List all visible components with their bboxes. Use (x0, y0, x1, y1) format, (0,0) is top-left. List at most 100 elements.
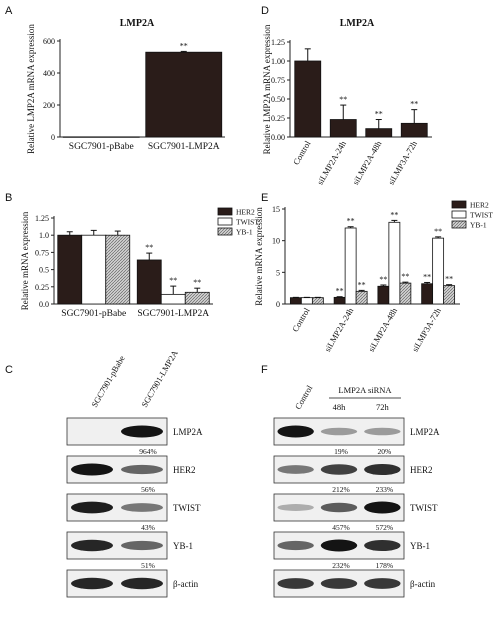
significance-mark: ** (336, 287, 344, 296)
significance-mark: ** (169, 276, 177, 285)
panel-letter-d: D (261, 5, 269, 17)
bar (136, 259, 162, 305)
group-label: LMP2A siRNA (338, 385, 392, 395)
protein-label: HER2 (173, 465, 196, 475)
bar (329, 119, 357, 138)
y-tick-label: 1.0 (39, 231, 49, 240)
lane-label: 48h (333, 402, 347, 412)
protein-band (320, 502, 358, 513)
y-tick-label: 15 (272, 205, 280, 214)
y-axis-label: Relative LMP2A mRNA expression (262, 24, 272, 154)
lane-label: Control (293, 383, 315, 411)
bar (355, 290, 368, 305)
x-category-label: SGC7901-LMP2A (148, 142, 220, 152)
protein-band (71, 577, 113, 590)
protein-band (364, 427, 401, 436)
band-percent: 43% (141, 523, 155, 532)
bar (160, 293, 186, 305)
bar (311, 297, 324, 305)
significance-mark: ** (145, 243, 153, 252)
y-tick-label: 0.5 (39, 266, 49, 275)
y-tick-label: 0 (276, 300, 280, 309)
y-tick-label: 0.50 (271, 95, 285, 104)
legend-label: YB-1 (236, 228, 253, 237)
legend-label: TWIST (470, 211, 493, 220)
protein-band (320, 427, 358, 436)
x-category-label: SGC7901-pBabe (61, 309, 126, 319)
x-category-label: Control (290, 305, 312, 333)
protein-band (71, 539, 113, 552)
band-percent: 964% (139, 447, 157, 456)
protein-band (320, 464, 358, 475)
bar (333, 296, 346, 305)
y-tick-label: 0.0 (39, 300, 49, 309)
band-percent: 178% (376, 561, 394, 570)
protein-band (320, 539, 358, 552)
chart-e-relative-mrna: 0 5 10 15 Relative mRNA expression Control ** *… (254, 201, 493, 354)
panel-letter-b: B (5, 192, 12, 204)
band-percent: 19% (334, 447, 348, 456)
protein-band (121, 503, 163, 512)
x-category-label: siLMP3A-72h (410, 305, 444, 353)
legend-swatch (217, 227, 233, 236)
panel-letter-e: E (261, 192, 268, 204)
western-blot-c: SGC7901-pBabe SGC7901-LMP2A LMP2A 964% HER2 5… (66, 348, 203, 598)
panel-letter-f: F (261, 364, 268, 376)
chart-title: LMP2A (340, 18, 375, 29)
panel-letter-c: C (5, 364, 13, 376)
bar (365, 128, 393, 138)
panel-letter-a: A (5, 5, 13, 17)
y-tick-label: 10 (272, 237, 280, 246)
significance-mark: ** (358, 280, 366, 289)
significance-mark: ** (347, 217, 355, 226)
significance-mark: ** (401, 272, 409, 281)
lane-label: SGC7901-pBabe (89, 354, 127, 409)
protein-band (277, 425, 314, 438)
protein-label: β-actin (410, 579, 436, 589)
lane-label: 72h (376, 402, 390, 412)
bar (344, 227, 357, 305)
y-axis-label: Relative LMP2A mRNA expression (26, 24, 36, 154)
y-tick-label: 1.25 (35, 214, 49, 223)
chart-title: LMP2A (120, 18, 155, 29)
y-tick-label: 0.75 (35, 248, 49, 257)
legend-swatch (217, 217, 233, 226)
bar (388, 221, 401, 305)
protein-band (364, 501, 401, 514)
band-percent: 20% (377, 447, 391, 456)
protein-band (277, 465, 314, 474)
protein-band (320, 578, 358, 589)
y-tick-label: 600 (43, 37, 55, 46)
protein-band (364, 578, 401, 589)
protein-band (121, 577, 163, 590)
chart-b-relative-mrna: 0.0 0.25 0.5 0.75 1.0 1.25 Relative mRNA expre… (20, 208, 259, 320)
protein-label: β-actin (173, 579, 199, 589)
band-percent: 233% (376, 485, 394, 494)
bar (443, 285, 456, 305)
bar (57, 234, 83, 305)
legend-swatch (451, 210, 467, 219)
y-axis-label: Relative mRNA expression (254, 207, 264, 306)
legend-swatch (451, 200, 467, 209)
protein-band (121, 540, 163, 551)
protein-band (121, 464, 163, 475)
y-tick-label: 200 (43, 101, 55, 110)
protein-label: TWIST (173, 503, 201, 513)
bar (62, 136, 140, 138)
y-tick-label: 0.25 (271, 114, 285, 123)
protein-band (364, 463, 401, 476)
significance-mark: ** (375, 110, 383, 119)
bar (145, 51, 223, 138)
y-tick-label: 400 (43, 69, 55, 78)
band-percent: 212% (332, 485, 350, 494)
chart-a-lmp2a-overexpression: LMP2A 0 200 400 600 Relative LMP2A mRNA expre… (26, 18, 225, 154)
significance-mark: ** (180, 41, 188, 50)
bar (421, 283, 434, 305)
protein-band (121, 425, 163, 438)
y-axis-label: Relative mRNA expression (20, 211, 30, 310)
legend-label: HER2 (236, 208, 255, 217)
protein-band (71, 501, 113, 514)
lane-label: SGC7901-LMP2A (139, 348, 180, 409)
